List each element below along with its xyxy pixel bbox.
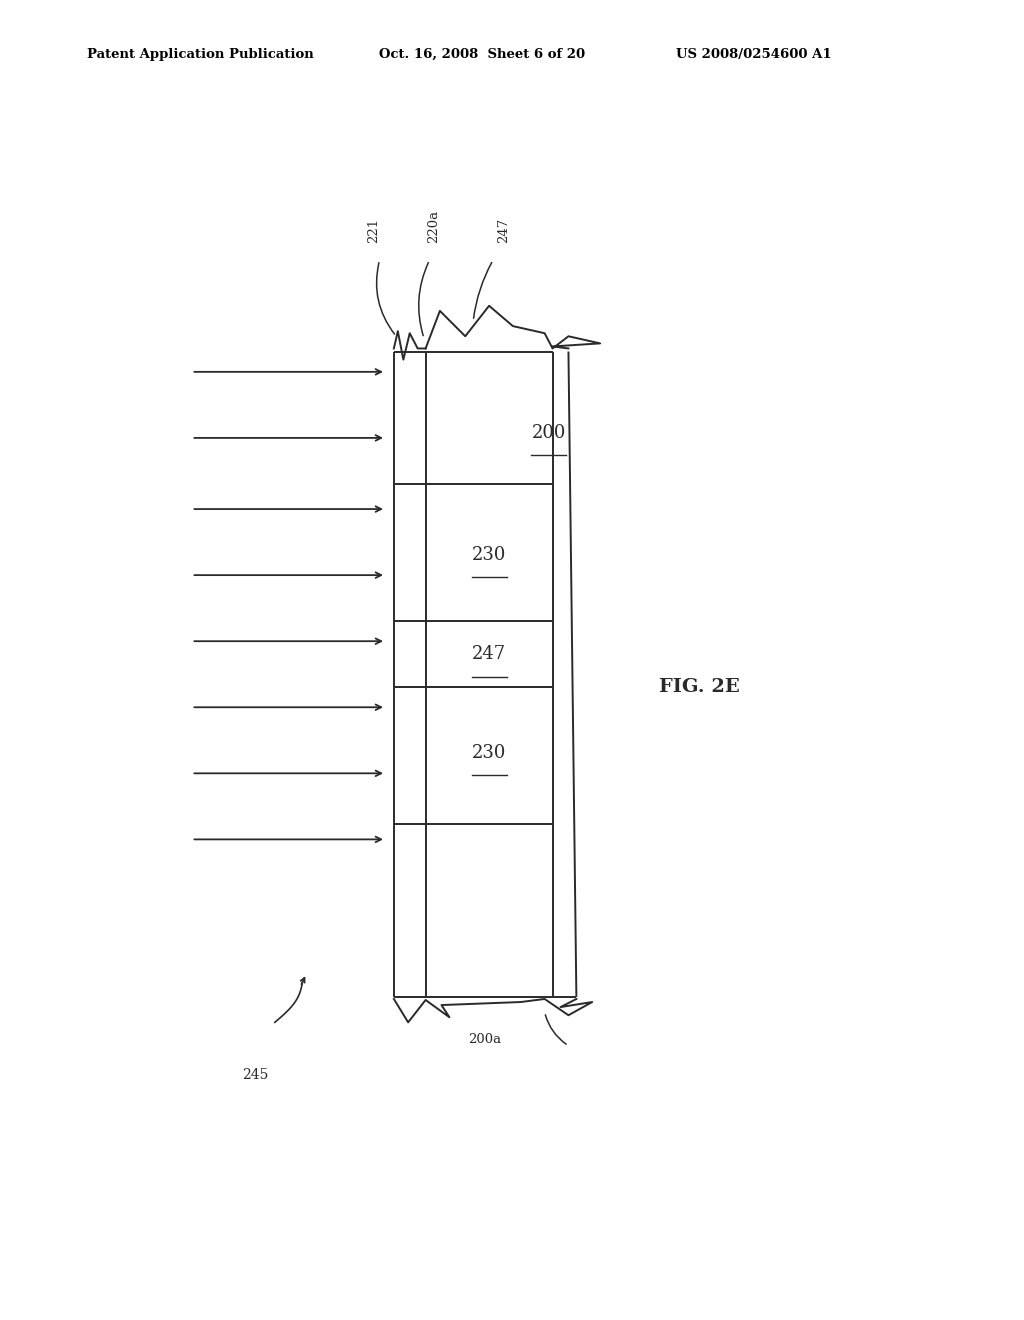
Text: 247: 247	[497, 218, 510, 243]
Text: 230: 230	[472, 545, 506, 564]
Text: US 2008/0254600 A1: US 2008/0254600 A1	[676, 48, 831, 61]
Text: 220a: 220a	[427, 210, 440, 243]
Text: Oct. 16, 2008  Sheet 6 of 20: Oct. 16, 2008 Sheet 6 of 20	[379, 48, 585, 61]
Text: 247: 247	[472, 645, 506, 664]
Text: 200a: 200a	[469, 1032, 502, 1045]
Text: FIG. 2E: FIG. 2E	[659, 678, 739, 696]
Text: 245: 245	[242, 1068, 268, 1082]
Text: Patent Application Publication: Patent Application Publication	[87, 48, 313, 61]
Text: 230: 230	[472, 744, 506, 762]
Text: 200: 200	[531, 424, 566, 442]
Text: 221: 221	[368, 218, 381, 243]
